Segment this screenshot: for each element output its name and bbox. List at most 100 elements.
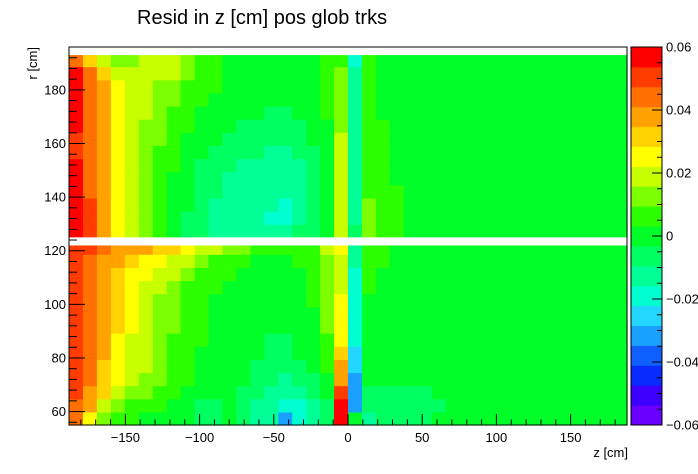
heatmap-cell <box>250 55 265 68</box>
heatmap-cell <box>110 66 126 81</box>
heatmap-cell <box>250 132 265 146</box>
heatmap-cell <box>69 245 84 255</box>
heatmap-cell <box>138 293 154 308</box>
heatmap-cell <box>124 398 140 413</box>
heatmap-cell <box>82 398 98 413</box>
heatmap-cell <box>180 132 196 146</box>
heatmap-cell <box>194 119 210 133</box>
heatmap-cell <box>82 66 98 81</box>
heatmap-cell <box>320 346 335 360</box>
heatmap-cell <box>431 145 447 160</box>
heatmap-cell <box>515 184 530 199</box>
heatmap-cell <box>166 211 182 225</box>
heatmap-cell <box>571 171 586 186</box>
heatmap-cell <box>264 254 279 268</box>
colorbar-swatch <box>631 345 662 366</box>
heatmap-cell <box>278 224 293 238</box>
heatmap-cell <box>389 411 405 426</box>
heatmap-cell <box>515 280 530 295</box>
heatmap-cell <box>417 359 433 374</box>
heatmap-cell <box>389 92 405 107</box>
heatmap-cell <box>96 280 112 295</box>
heatmap-cell <box>180 280 196 295</box>
heatmap-cell <box>543 306 558 321</box>
heatmap-cell <box>473 158 489 173</box>
heatmap-cell <box>459 158 475 173</box>
heatmap-cell <box>264 197 279 212</box>
heatmap-cell <box>501 66 516 81</box>
heatmap-cell <box>403 184 419 199</box>
heatmap-cell <box>459 267 475 282</box>
heatmap-cell <box>445 293 461 308</box>
x-axis-title: z [cm] <box>593 445 628 460</box>
heatmap-cell <box>236 398 251 413</box>
heatmap-cell <box>599 398 614 413</box>
heatmap-cell <box>543 385 558 400</box>
heatmap-cell <box>459 132 475 146</box>
heatmap-cell <box>501 346 516 360</box>
heatmap-cell <box>599 359 614 374</box>
heatmap-cell <box>361 411 377 426</box>
heatmap-cell <box>459 245 475 255</box>
heatmap-cell <box>152 385 168 400</box>
heatmap-cell <box>557 66 572 81</box>
heatmap-cell <box>124 293 140 308</box>
heatmap-cell <box>515 319 530 334</box>
heatmap-cell <box>487 211 503 225</box>
heatmap-cell <box>69 211 84 225</box>
heatmap-cell <box>110 92 126 107</box>
heatmap-cell <box>613 171 628 186</box>
heatmap-cell <box>571 197 586 212</box>
heatmap-cell <box>194 197 210 212</box>
heatmap-cell <box>250 145 265 160</box>
heatmap-cell <box>459 171 475 186</box>
heatmap-cell <box>431 359 447 374</box>
heatmap-cell <box>180 319 196 334</box>
heatmap-cell <box>278 411 293 426</box>
heatmap-cell <box>557 132 572 146</box>
heatmap-cell <box>585 306 600 321</box>
heatmap-cell <box>110 254 126 268</box>
heatmap-cell <box>361 79 377 94</box>
heatmap-cell <box>69 267 84 282</box>
colorbar-swatch <box>631 126 662 147</box>
heatmap-cell <box>431 66 447 81</box>
heatmap-cell <box>320 306 335 321</box>
heatmap-cell <box>599 92 614 107</box>
heatmap-cell <box>236 132 251 146</box>
heatmap-cell <box>236 306 251 321</box>
heatmap-cell <box>166 306 182 321</box>
heatmap-cell <box>180 119 196 133</box>
heatmap-cell <box>515 267 530 282</box>
heatmap-cell <box>585 254 600 268</box>
heatmap-cell <box>124 132 140 146</box>
heatmap-cell <box>110 119 126 133</box>
heatmap-cell <box>82 211 98 225</box>
heatmap-cell <box>69 55 84 68</box>
heatmap-cell <box>138 197 154 212</box>
heatmap-cell <box>320 105 335 120</box>
heatmap-cell <box>473 66 489 81</box>
heatmap-cell <box>138 280 154 295</box>
heatmap-cell <box>222 385 237 400</box>
heatmap-cell <box>124 280 140 295</box>
heatmap-cell <box>69 333 84 347</box>
y-tick-label: 180 <box>44 82 66 97</box>
heatmap-cell <box>306 158 321 173</box>
heatmap-cell <box>585 319 600 334</box>
heatmap-cell <box>110 359 126 374</box>
heatmap-cell <box>152 306 168 321</box>
heatmap-cell <box>250 411 265 426</box>
heatmap-cell <box>222 254 237 268</box>
heatmap-cell <box>571 245 586 255</box>
heatmap-cell <box>571 267 586 282</box>
heatmap-cell <box>389 105 405 120</box>
colorbar-swatch <box>631 245 662 267</box>
heatmap-cell <box>250 245 265 255</box>
heatmap-cell <box>473 211 489 225</box>
heatmap-cell <box>334 92 349 107</box>
heatmap-cell <box>487 333 503 347</box>
heatmap-cell <box>459 293 475 308</box>
heatmap-cell <box>334 372 349 387</box>
